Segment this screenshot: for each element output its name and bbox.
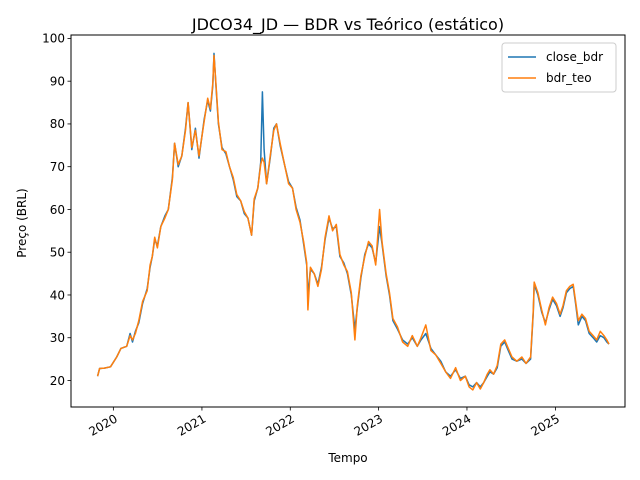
y-tick-label: 90 — [50, 74, 65, 88]
chart-title: JDCO34_JD — BDR vs Teórico (estático) — [191, 15, 504, 35]
legend: close_bdr bdr_teo — [501, 42, 617, 93]
y-tick-label: 60 — [50, 203, 65, 217]
y-tick-label: 30 — [50, 331, 65, 345]
y-tick-label: 80 — [50, 117, 65, 131]
y-tick-label: 70 — [50, 160, 65, 174]
series-layer — [96, 52, 610, 391]
y-axis: 20 30 40 50 60 70 80 90 100 — [42, 32, 71, 388]
series-line-bdr-teo — [96, 54, 610, 391]
y-tick-label: 50 — [50, 246, 65, 260]
plot-area-frame — [70, 34, 626, 408]
y-tick-label: 100 — [42, 32, 65, 46]
y-tick-label: 20 — [50, 374, 65, 388]
legend-box — [501, 42, 617, 93]
y-axis-label: Preço (BRL) — [15, 188, 29, 257]
x-axis-label: Tempo — [327, 451, 367, 465]
legend-label-close-bdr: close_bdr — [546, 50, 603, 64]
y-tick-label: 40 — [50, 288, 65, 302]
legend-label-bdr-teo: bdr_teo — [546, 71, 592, 85]
